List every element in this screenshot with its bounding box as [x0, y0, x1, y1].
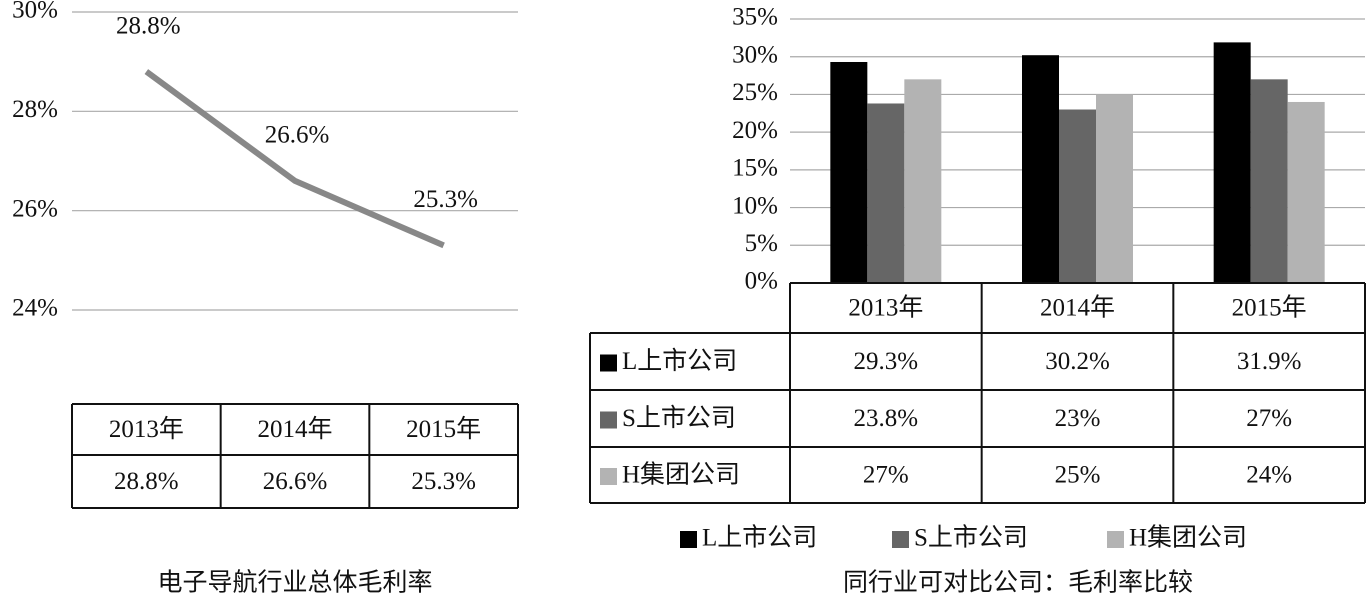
- y-tick-label: 0%: [745, 268, 778, 295]
- table-cell: 29.3%: [854, 348, 919, 375]
- y-tick-label: 30%: [12, 0, 58, 24]
- chart-title: 同行业可对比公司：毛利率比较: [843, 569, 1193, 597]
- table-header: 2014年: [1040, 294, 1115, 322]
- bar: [867, 103, 905, 283]
- bar: [1213, 42, 1251, 283]
- bar: [1287, 101, 1325, 283]
- legend-swatch: [1107, 531, 1124, 548]
- y-tick-label: 26%: [12, 195, 58, 222]
- line: [144, 69, 445, 249]
- table-cell: 26.6%: [263, 468, 328, 495]
- bar: [1059, 109, 1096, 283]
- table-row-label: H集团公司: [622, 461, 740, 489]
- table-cell: 28.8%: [114, 468, 179, 495]
- table-cell: 25%: [1055, 462, 1101, 489]
- table-header: 2014年: [257, 415, 332, 443]
- table-cell: 31.9%: [1237, 348, 1302, 375]
- data-label: 28.8%: [116, 12, 181, 39]
- bar: [904, 79, 942, 283]
- data-label: 26.6%: [265, 122, 330, 149]
- y-tick-label: 20%: [732, 117, 778, 144]
- table-cell: 25.3%: [411, 468, 476, 495]
- table-cell: 30.2%: [1045, 348, 1110, 375]
- table-swatch: [600, 411, 617, 429]
- bar: [1250, 79, 1288, 283]
- table-swatch: [600, 354, 617, 372]
- bar: [1096, 94, 1133, 283]
- y-tick-label: 25%: [732, 79, 778, 106]
- legend-swatch: [680, 531, 697, 548]
- chart-title: 电子导航行业总体毛利率: [157, 569, 432, 597]
- legend-label: L上市公司: [702, 524, 817, 552]
- table-row-label: L上市公司: [622, 347, 737, 375]
- table-cell: 27%: [863, 462, 909, 489]
- table-header: 2013年: [848, 294, 923, 322]
- legend-label: H集团公司: [1129, 524, 1247, 552]
- table-header: 2015年: [1232, 294, 1307, 322]
- y-tick-label: 10%: [732, 192, 778, 219]
- table-header: 2015年: [406, 415, 481, 443]
- y-tick-label: 15%: [732, 155, 778, 182]
- y-tick-label: 24%: [12, 295, 58, 322]
- table-cell: 23.8%: [854, 405, 919, 432]
- table-cell: 27%: [1246, 405, 1292, 432]
- table-cell: 23%: [1055, 405, 1101, 432]
- data-label: 25.3%: [413, 186, 478, 213]
- table-row-label: S上市公司: [622, 404, 736, 432]
- legend-swatch: [892, 531, 909, 548]
- bar: [1022, 55, 1059, 283]
- table-swatch: [600, 468, 617, 485]
- y-tick-label: 5%: [745, 230, 778, 257]
- y-tick-label: 28%: [12, 96, 58, 123]
- table-header: 2013年: [109, 415, 184, 443]
- y-tick-label: 30%: [732, 41, 778, 68]
- y-tick-label: 35%: [732, 4, 778, 31]
- table-cell: 24%: [1246, 462, 1292, 489]
- legend-label: S上市公司: [914, 524, 1028, 552]
- bar: [830, 61, 868, 283]
